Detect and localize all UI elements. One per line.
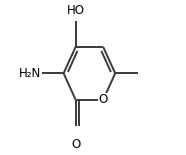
Text: O: O <box>99 93 108 106</box>
Text: H₂N: H₂N <box>19 67 41 80</box>
Text: O: O <box>71 138 80 151</box>
Text: HO: HO <box>67 4 85 17</box>
